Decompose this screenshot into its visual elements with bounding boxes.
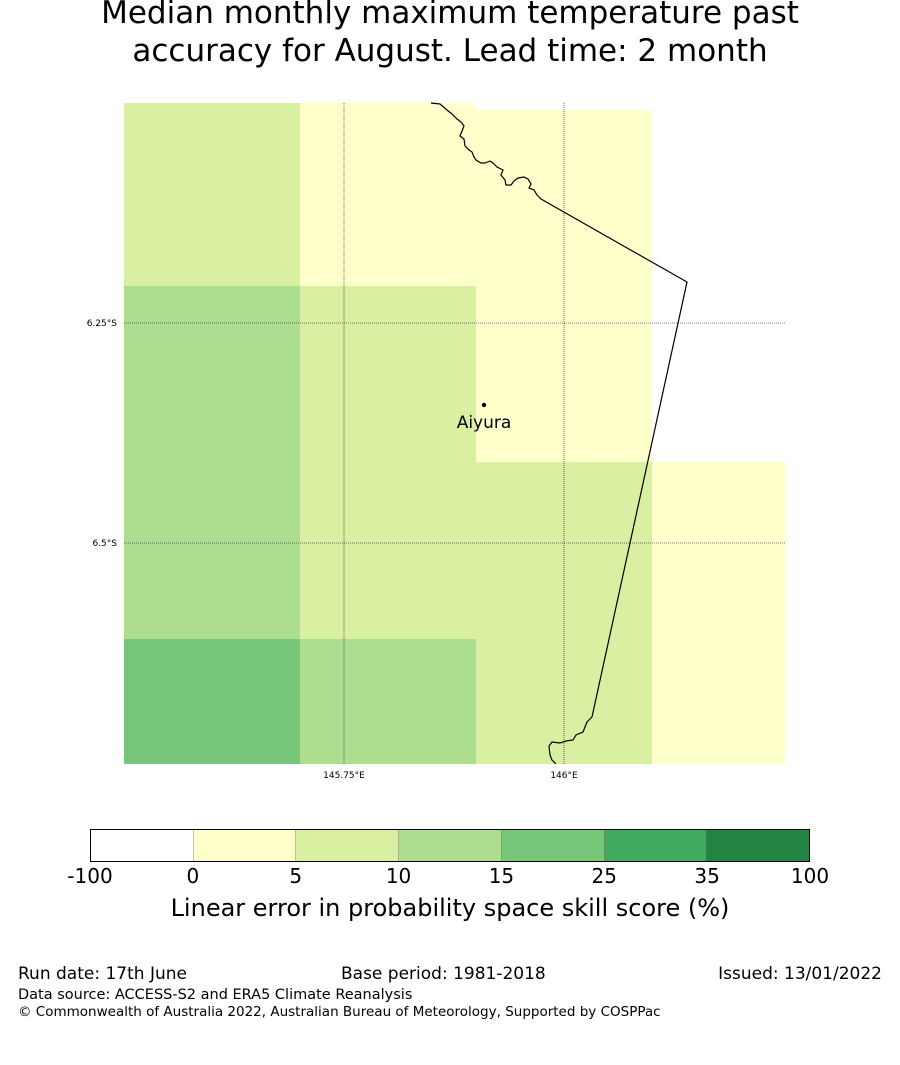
colorbar-segment	[399, 830, 502, 861]
colorbar-tick-label: -100	[67, 864, 113, 888]
colorbar-segment	[296, 830, 400, 861]
colorbar-tick-label: 35	[694, 864, 720, 888]
colorbar-segment	[501, 830, 605, 861]
base-period: Base period: 1981-2018	[341, 964, 546, 984]
issued-date: Issued: 13/01/2022	[718, 964, 882, 984]
colorbar-tick-label: 25	[591, 864, 618, 888]
run-date: Run date: 17th June	[18, 964, 187, 984]
lon-tick-label: 146°E	[550, 771, 578, 781]
title-line-2: accuracy for August. Lead time: 2 month	[132, 33, 768, 69]
colorbar-tick-label: 10	[385, 864, 412, 888]
colorbar-tick-label: 0	[186, 864, 200, 888]
colorbar	[90, 829, 810, 862]
copyright: © Commonwealth of Australia 2022, Austra…	[18, 1004, 661, 1020]
title-line-1: Median monthly maximum temperature past	[101, 0, 799, 31]
grid-cell	[124, 639, 300, 764]
colorbar-tick-label: 5	[289, 864, 303, 888]
grid-cell	[124, 103, 300, 286]
lon-tick-label: 145.75°E	[323, 771, 365, 781]
colorbar-segment	[604, 830, 708, 861]
grid-cell	[124, 286, 300, 639]
colorbar-segment	[707, 830, 810, 861]
chart-title: Median monthly maximum temperature past …	[0, 0, 900, 70]
grid-cell	[300, 103, 476, 286]
grid-cell	[652, 462, 785, 764]
colorbar-tick-label: 100	[790, 864, 830, 888]
grid-cell	[300, 286, 476, 639]
colorbar-segment	[193, 830, 297, 861]
place-label: Aiyura	[457, 413, 512, 433]
graticule	[124, 103, 785, 764]
colorbar-label: Linear error in probability space skill …	[170, 894, 730, 922]
lat-tick-label: 6.25°S	[87, 319, 118, 329]
grid-cell	[300, 639, 476, 764]
coastline-boundary	[430, 102, 688, 765]
skill-grid	[124, 103, 785, 764]
data-source: Data source: ACCESS-S2 and ERA5 Climate …	[18, 987, 413, 1003]
place-marker	[481, 402, 487, 408]
colorbar-segment	[91, 830, 194, 861]
lat-tick-label: 6.5°S	[92, 539, 117, 549]
map-figure: Aiyura 6.25°S 6.5°S 145.75°E 146°E	[87, 102, 785, 781]
colorbar-tick-label: 15	[488, 864, 515, 888]
